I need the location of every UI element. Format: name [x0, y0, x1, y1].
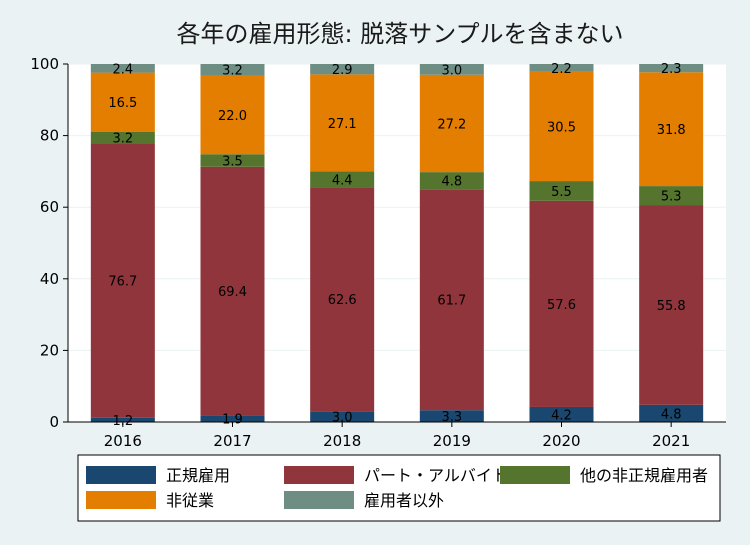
bar-segment [310, 187, 375, 412]
data-label: 31.8 [657, 123, 686, 138]
bar-segment [529, 406, 594, 422]
bar-segment [90, 64, 155, 73]
plot-area [68, 64, 726, 422]
x-axis-ticks: 2016 2017 2018 2019 2020 2021 [104, 422, 690, 450]
data-labels-group: 1.2 76.7 3.2 16.5 2.4 1.9 69.4 3.5 22.0 3.2 3.0 62.… [108, 62, 685, 429]
x-tick-label: 2016 [104, 432, 142, 450]
y-tick-label: 80 [40, 127, 59, 145]
y-tick-label: 100 [30, 55, 59, 73]
x-tick-label: 2019 [433, 432, 471, 450]
bar-segment [310, 74, 375, 172]
data-label: 3.3 [441, 410, 462, 425]
chart-title: 各年の雇用形態: 脱落サンプルを含まない [177, 20, 624, 48]
legend-label: パート・アルバイト [364, 466, 508, 485]
bar-segment [419, 64, 484, 75]
data-label: 55.8 [657, 299, 686, 314]
bar-segment [529, 200, 594, 407]
data-label: 27.2 [437, 117, 466, 132]
data-label: 4.8 [441, 175, 462, 190]
bar-segment [419, 189, 484, 411]
data-label: 1.9 [222, 413, 243, 428]
bar-segment [90, 131, 155, 144]
legend-box [77, 454, 721, 522]
legend-swatch [86, 491, 156, 509]
data-label: 57.6 [547, 298, 576, 313]
data-label: 1.2 [112, 414, 133, 429]
bar-segment [310, 64, 375, 75]
data-label: 76.7 [108, 274, 137, 289]
data-label: 2.4 [112, 62, 133, 77]
bar-segment [639, 205, 704, 405]
data-label: 69.4 [218, 285, 247, 300]
data-label: 16.5 [108, 96, 137, 111]
legend-swatch [86, 466, 156, 484]
data-label: 2.2 [551, 62, 572, 77]
data-label: 3.5 [222, 154, 243, 169]
bar-segment [639, 64, 704, 73]
x-tick-label: 2018 [323, 432, 361, 450]
legend-label: 雇用者以外 [364, 491, 444, 510]
data-label: 4.2 [551, 408, 572, 423]
bar-segment [200, 64, 265, 76]
bar-segment [639, 72, 704, 187]
data-label: 3.2 [222, 64, 243, 79]
data-label: 61.7 [437, 294, 466, 309]
bar-segment [90, 72, 155, 132]
bar-segment [529, 181, 594, 201]
bar-segment [200, 75, 265, 155]
bars-group [90, 64, 704, 422]
data-label: 3.0 [441, 63, 462, 78]
data-label: 4.4 [332, 173, 353, 188]
bar-segment [200, 166, 265, 416]
x-tick-label: 2020 [542, 432, 580, 450]
legend-label: 他の非正規雇用者 [580, 466, 708, 485]
y-tick-label: 0 [49, 413, 59, 431]
legend-swatch [284, 491, 354, 509]
bar-segment [419, 74, 484, 173]
bar-segment [419, 172, 484, 190]
y-tick-label: 20 [40, 341, 59, 359]
legend-label: 正規雇用 [166, 466, 230, 485]
bar-segment [639, 404, 704, 422]
data-label: 22.0 [218, 109, 247, 124]
bar-segment [310, 171, 375, 188]
x-tick-label: 2021 [652, 432, 690, 450]
data-label: 5.5 [551, 185, 572, 200]
bar-segment [529, 71, 594, 182]
bar-segment [200, 415, 265, 422]
legend-swatch [284, 466, 354, 484]
data-label: 62.6 [328, 293, 357, 308]
bar-segment [90, 417, 155, 422]
y-tick-label: 60 [40, 198, 59, 216]
data-label: 5.3 [661, 190, 682, 205]
y-tick-label: 40 [40, 270, 59, 288]
data-label: 2.3 [661, 62, 682, 77]
data-label: 2.9 [332, 63, 353, 78]
data-label: 3.2 [112, 131, 133, 146]
data-label: 30.5 [547, 120, 576, 135]
bar-segment [90, 143, 155, 418]
bar-segment [419, 410, 484, 422]
bar-segment [310, 411, 375, 422]
x-tick-label: 2017 [213, 432, 251, 450]
legend-label: 非従業 [166, 491, 214, 510]
legend-swatch [500, 466, 570, 484]
bar-segment [529, 64, 594, 72]
data-label: 27.1 [328, 117, 357, 132]
bar-segment [639, 186, 704, 206]
y-axis-ticks: 0 20 40 60 80 100 [30, 55, 68, 431]
data-label: 4.8 [661, 407, 682, 422]
bar-segment [200, 154, 265, 167]
